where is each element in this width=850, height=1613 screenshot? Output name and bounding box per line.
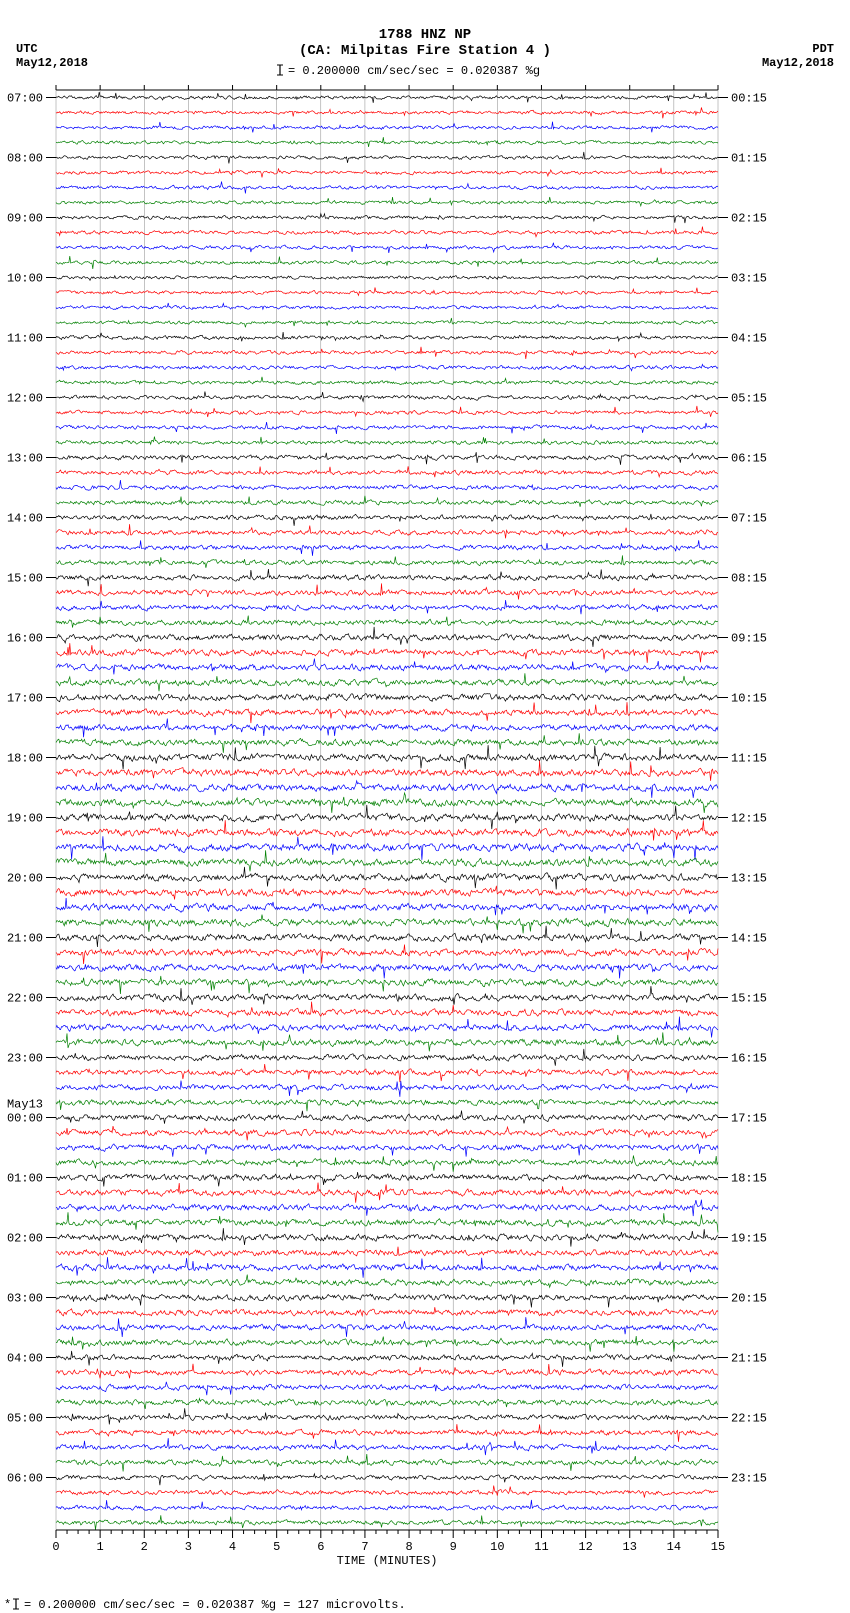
right-hour-label: 13:15 (731, 872, 767, 886)
seismogram-plot: 1788 HNZ NP(CA: Milpitas Fire Station 4 … (0, 0, 850, 1613)
left-hour-label: 04:00 (7, 1352, 43, 1366)
right-hour-label: 00:15 (731, 92, 767, 106)
left-hour-label: 07:00 (7, 92, 43, 106)
right-hour-label: 21:15 (731, 1352, 767, 1366)
pdt-caption: PDT (812, 42, 834, 56)
left-hour-label: 09:00 (7, 212, 43, 226)
left-hour-label: 12:00 (7, 392, 43, 406)
right-hour-label: 07:15 (731, 512, 767, 526)
right-hour-label: 19:15 (731, 1232, 767, 1246)
xtick-label: 0 (52, 1540, 59, 1554)
left-hour-label: 22:00 (7, 992, 43, 1006)
left-hour-label: 15:00 (7, 572, 43, 586)
right-hour-label: 04:15 (731, 332, 767, 346)
right-hour-label: 01:15 (731, 152, 767, 166)
date-break-label: May13 (7, 1098, 43, 1112)
left-hour-label: 02:00 (7, 1232, 43, 1246)
xtick-label: 1 (97, 1540, 104, 1554)
xtick-label: 13 (623, 1540, 637, 1554)
right-hour-label: 17:15 (731, 1112, 767, 1126)
xtick-label: 5 (273, 1540, 280, 1554)
title-line2: (CA: Milpitas Fire Station 4 ) (299, 43, 551, 59)
left-hour-label: 19:00 (7, 812, 43, 826)
left-hour-label: 03:00 (7, 1292, 43, 1306)
xtick-label: 12 (578, 1540, 592, 1554)
xtick-label: 11 (534, 1540, 548, 1554)
right-hour-label: 20:15 (731, 1292, 767, 1306)
right-hour-label: 14:15 (731, 932, 767, 946)
right-hour-label: 03:15 (731, 272, 767, 286)
right-hour-label: 09:15 (731, 632, 767, 646)
left-hour-label: 10:00 (7, 272, 43, 286)
left-hour-label: 08:00 (7, 152, 43, 166)
left-hour-label: 16:00 (7, 632, 43, 646)
right-hour-label: 10:15 (731, 692, 767, 706)
right-hour-label: 23:15 (731, 1472, 767, 1486)
left-hour-label: 21:00 (7, 932, 43, 946)
right-hour-label: 16:15 (731, 1052, 767, 1066)
left-hour-label: 18:00 (7, 752, 43, 766)
left-hour-label: 13:00 (7, 452, 43, 466)
left-hour-label: 00:00 (7, 1112, 43, 1126)
xtick-label: 2 (141, 1540, 148, 1554)
xtick-label: 10 (490, 1540, 504, 1554)
seismogram-wrapper: { "canvas": { "width": 850, "height": 16… (0, 0, 850, 1613)
left-hour-label: 23:00 (7, 1052, 43, 1066)
title-line1: 1788 HNZ NP (379, 27, 471, 43)
left-hour-label: 20:00 (7, 872, 43, 886)
xtick-label: 14 (667, 1540, 681, 1554)
xtick-label: 7 (361, 1540, 368, 1554)
right-hour-label: 22:15 (731, 1412, 767, 1426)
left-hour-label: 14:00 (7, 512, 43, 526)
utc-caption: UTC (16, 42, 38, 56)
xtick-label: 6 (317, 1540, 324, 1554)
bg (0, 0, 850, 1613)
pdt-date: May12,2018 (762, 56, 834, 70)
right-hour-label: 06:15 (731, 452, 767, 466)
left-hour-label: 05:00 (7, 1412, 43, 1426)
footer-text: = 0.200000 cm/sec/sec = 0.020387 %g = 12… (24, 1598, 406, 1612)
right-hour-label: 05:15 (731, 392, 767, 406)
right-hour-label: 18:15 (731, 1172, 767, 1186)
scale-text: = 0.200000 cm/sec/sec = 0.020387 %g (288, 64, 540, 78)
right-hour-label: 02:15 (731, 212, 767, 226)
xtick-label: 9 (450, 1540, 457, 1554)
left-hour-label: 06:00 (7, 1472, 43, 1486)
right-hour-label: 12:15 (731, 812, 767, 826)
utc-date: May12,2018 (16, 56, 88, 70)
xtick-label: 8 (405, 1540, 412, 1554)
left-hour-label: 01:00 (7, 1172, 43, 1186)
footer-mark: * (4, 1598, 11, 1612)
left-hour-label: 11:00 (7, 332, 43, 346)
x-axis-label: TIME (MINUTES) (337, 1554, 438, 1568)
xtick-label: 3 (185, 1540, 192, 1554)
left-hour-label: 17:00 (7, 692, 43, 706)
xtick-label: 15 (711, 1540, 725, 1554)
right-hour-label: 11:15 (731, 752, 767, 766)
right-hour-label: 15:15 (731, 992, 767, 1006)
xtick-label: 4 (229, 1540, 236, 1554)
right-hour-label: 08:15 (731, 572, 767, 586)
